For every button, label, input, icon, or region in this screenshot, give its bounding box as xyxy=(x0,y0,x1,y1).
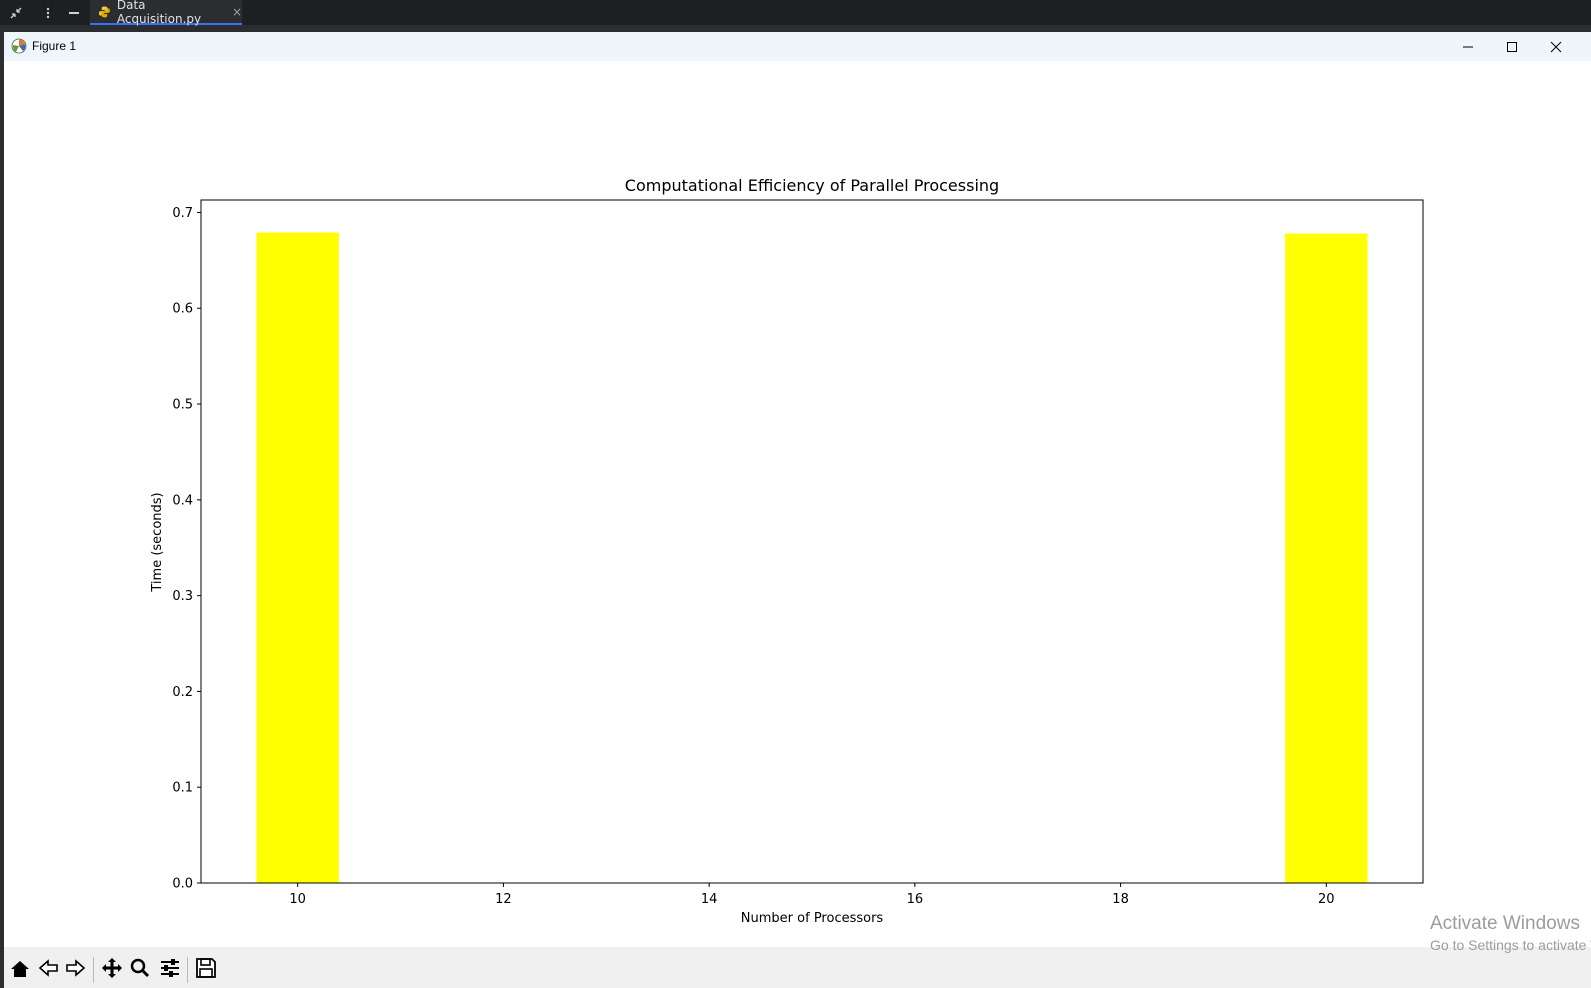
y-tick-label: 0.5 xyxy=(172,398,193,413)
figure-window: Figure 1 Computational Efficiency of Par… xyxy=(4,32,1591,988)
toolbar-separator xyxy=(187,957,188,983)
save-figure-button[interactable] xyxy=(193,957,219,983)
floppy-disk-icon xyxy=(196,958,216,978)
arrow-right-icon xyxy=(66,959,86,977)
y-tick-label: 0.0 xyxy=(172,877,193,892)
home-button[interactable] xyxy=(7,957,33,983)
minimize-panel-icon[interactable] xyxy=(62,0,86,25)
y-tick-label: 0.1 xyxy=(172,781,193,796)
configure-subplots-button[interactable] xyxy=(157,957,183,983)
more-options-icon[interactable] xyxy=(36,0,60,25)
window-minimize-button[interactable] xyxy=(1446,32,1490,61)
activate-windows-watermark: Activate Windows Go to Settings to activ… xyxy=(1430,913,1591,953)
close-icon xyxy=(1550,41,1562,52)
x-tick-label: 16 xyxy=(907,892,924,907)
editor-tab-label: Data Acquisition.py xyxy=(116,0,202,26)
matplotlib-icon xyxy=(11,38,27,54)
python-file-icon xyxy=(98,5,110,18)
editor-tab[interactable]: Data Acquisition.py × xyxy=(90,0,242,26)
maximize-icon xyxy=(1507,41,1517,52)
x-tick-label: 10 xyxy=(289,892,306,907)
magnifier-icon xyxy=(130,958,150,978)
watermark-line1: Activate Windows xyxy=(1430,913,1580,934)
window-close-button[interactable] xyxy=(1534,32,1578,61)
window-title: Figure 1 xyxy=(32,39,77,53)
y-tick-label: 0.4 xyxy=(172,493,193,508)
bar-chart: Computational Efficiency of Parallel Pro… xyxy=(150,176,1424,926)
x-tick-label: 14 xyxy=(701,892,718,907)
ide-editor-edge xyxy=(0,25,5,988)
watermark-line2: Go to Settings to activate Windows. xyxy=(1430,937,1591,953)
sliders-icon xyxy=(161,959,179,977)
collapse-icon[interactable] xyxy=(4,0,28,25)
plot-frame xyxy=(200,199,1424,884)
bar-20 xyxy=(1285,233,1368,883)
y-tick-label: 0.2 xyxy=(172,685,193,700)
close-tab-icon[interactable]: × xyxy=(231,4,242,19)
minimize-icon xyxy=(1463,46,1473,47)
home-icon xyxy=(11,961,29,977)
forward-button[interactable] xyxy=(63,957,89,983)
arrow-left-icon xyxy=(38,959,58,977)
x-tick-label: 12 xyxy=(495,892,512,907)
x-axis-label: Number of Processors xyxy=(741,911,884,926)
bar-10 xyxy=(256,232,339,883)
window-titlebar: Figure 1 xyxy=(4,32,1591,61)
move-icon xyxy=(102,958,122,978)
x-tick-label: 20 xyxy=(1318,892,1335,907)
ide-top-bar: Data Acquisition.py × xyxy=(0,0,1591,26)
toolbar-separator xyxy=(93,957,94,983)
y-tick-label: 0.6 xyxy=(172,302,193,317)
chart-title: Computational Efficiency of Parallel Pro… xyxy=(625,176,999,195)
y-tick-label: 0.7 xyxy=(172,206,193,221)
figure-toolbar xyxy=(4,947,1591,988)
x-tick-label: 18 xyxy=(1112,892,1129,907)
window-maximize-button[interactable] xyxy=(1490,32,1534,61)
y-axis-label: Time (seconds) xyxy=(150,492,165,592)
y-tick-label: 0.3 xyxy=(172,589,193,604)
pan-button[interactable] xyxy=(99,957,125,983)
back-button[interactable] xyxy=(35,957,61,983)
zoom-button[interactable] xyxy=(127,957,153,983)
